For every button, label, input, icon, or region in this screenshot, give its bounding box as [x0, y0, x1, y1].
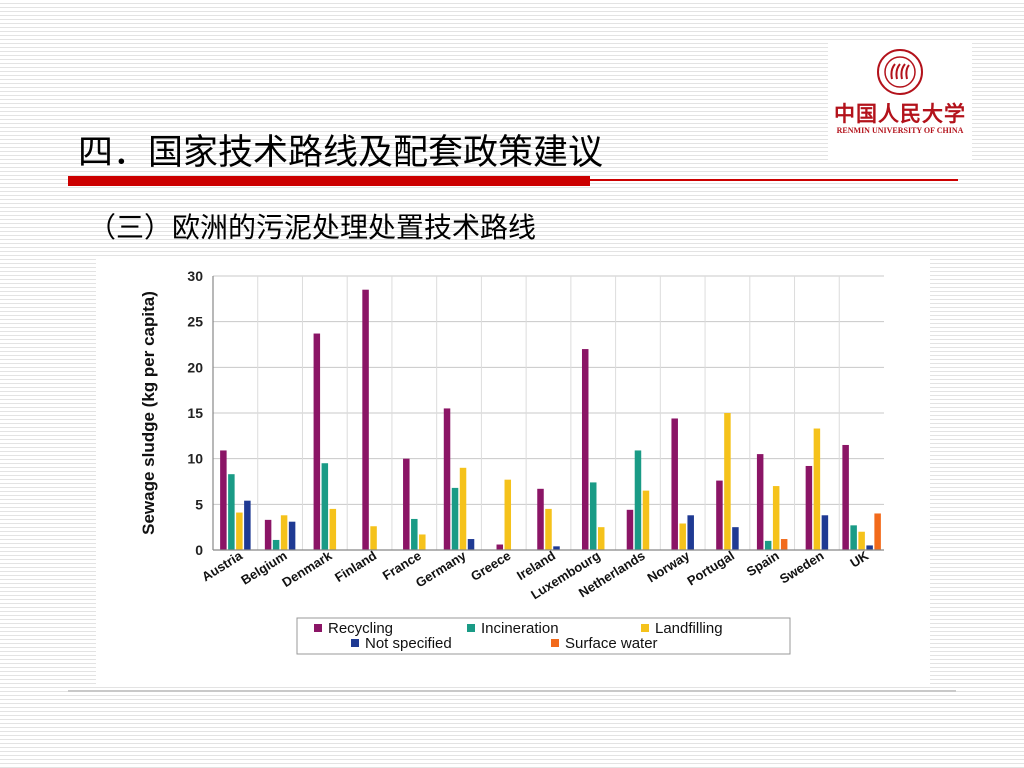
legend-label: Incineration — [481, 620, 559, 637]
axes — [212, 276, 884, 551]
legend-box — [296, 617, 791, 655]
legend: Recycling Incineration Landfilling Not spec… — [296, 617, 791, 655]
x-tick-label: Germany — [413, 547, 469, 590]
bar-surface-water — [780, 539, 788, 550]
bar-landfilling — [679, 523, 686, 550]
y-axis-title: Sewage sludge (kg per capita) — [139, 291, 158, 535]
bar-not-specified — [288, 521, 296, 550]
bar-recycling — [581, 349, 589, 550]
bar-incineration — [764, 540, 772, 550]
bar-incineration — [589, 482, 597, 550]
legend-swatch — [351, 639, 359, 647]
sewage-sludge-bar-chart: 051015202530AustriaBelgiumDenmarkFinland… — [139, 268, 884, 655]
bar-landfilling — [642, 490, 650, 550]
bar-incineration — [321, 463, 329, 550]
bars — [220, 289, 881, 550]
bar-recycling — [313, 333, 321, 550]
bar-landfilling — [419, 534, 426, 550]
legend-swatch — [551, 639, 559, 647]
x-tick-label: Greece — [468, 548, 513, 584]
x-tick-label: Portugal — [684, 548, 737, 589]
bar-landfilling — [370, 526, 377, 550]
bar-landfilling — [329, 508, 337, 550]
chart-container: 0 5 10 15 20 25 30 Austria Belgium Denmark Finland… — [96, 258, 930, 684]
slide-title: 四．国家技术路线及配套政策建议 — [78, 133, 604, 173]
x-tick-label: Spain — [744, 548, 782, 580]
bar-landfilling — [504, 479, 512, 550]
bar-incineration — [228, 474, 235, 550]
bar-recycling — [756, 454, 764, 550]
bar-incineration — [850, 525, 857, 550]
university-logo: 中国人民大学 RENMIN UNIVERSITY OF CHINA — [828, 42, 972, 160]
y-tick-label: 5 — [195, 496, 203, 512]
bar-landfilling — [772, 486, 780, 550]
legend-label: Recycling — [328, 620, 393, 637]
legend-label: Not specified — [365, 635, 452, 652]
bar-not-specified — [687, 515, 694, 550]
slide-subtitle: （三）欧洲的污泥处理处置技术路线 — [88, 211, 537, 244]
y-tick-label: 15 — [187, 405, 203, 421]
bar-incineration — [451, 487, 459, 550]
legend-label: Landfilling — [655, 620, 723, 637]
university-name-cn: 中国人民大学 — [834, 101, 966, 126]
title-underline-bar — [68, 176, 590, 186]
university-seal-icon — [877, 49, 923, 95]
bar-recycling — [362, 289, 369, 550]
bar-landfilling — [724, 413, 731, 550]
bar-incineration — [634, 450, 642, 550]
x-tick-label: Denmark — [279, 547, 335, 590]
bar-recycling — [537, 488, 544, 550]
university-name-en: RENMIN UNIVERSITY OF CHINA — [836, 126, 964, 135]
bar-recycling — [671, 418, 678, 550]
bar-not-specified — [732, 527, 739, 550]
legend-swatch — [314, 624, 322, 632]
legend-label: Surface water — [565, 635, 658, 652]
footer-divider — [68, 690, 956, 692]
x-tick-label: UK — [847, 548, 871, 571]
bar-landfilling — [858, 531, 865, 550]
axis-labels: 051015202530AustriaBelgiumDenmarkFinland… — [139, 268, 872, 602]
bar-not-specified — [866, 545, 873, 550]
legend-swatch — [641, 624, 649, 632]
y-tick-label: 0 — [195, 542, 203, 558]
bar-recycling — [716, 480, 723, 550]
bar-landfilling — [813, 428, 821, 550]
bar-not-specified — [244, 500, 251, 550]
title-underline-line — [590, 179, 958, 181]
bar-recycling — [496, 544, 504, 550]
bar-recycling — [443, 408, 451, 550]
x-tick-label: Austria — [199, 547, 246, 584]
y-tick-label: 30 — [187, 268, 203, 284]
y-tick-label: 20 — [187, 359, 203, 375]
bar-recycling — [220, 450, 227, 550]
bar-surface-water — [874, 513, 881, 550]
grid-lines — [213, 275, 884, 551]
bar-incineration — [272, 539, 280, 550]
bar-landfilling — [459, 467, 467, 550]
bar-recycling — [805, 465, 813, 550]
bar-incineration — [411, 518, 418, 550]
y-tick-label: 10 — [187, 451, 203, 467]
bar-recycling — [842, 444, 849, 550]
x-tick-label: Sweden — [777, 548, 827, 587]
legend-swatch — [467, 624, 475, 632]
bar-recycling — [403, 458, 410, 550]
y-tick-label: 25 — [187, 314, 203, 330]
bar-landfilling — [545, 508, 552, 550]
bar-not-specified — [467, 539, 475, 550]
x-tick-label: Finland — [332, 548, 379, 585]
bar-landfilling — [280, 515, 288, 550]
bar-not-specified — [821, 515, 829, 550]
bar-landfilling — [597, 527, 605, 550]
bar-landfilling — [236, 512, 243, 550]
bar-recycling — [626, 509, 634, 550]
bar-not-specified — [553, 546, 560, 550]
bar-recycling — [264, 519, 272, 550]
